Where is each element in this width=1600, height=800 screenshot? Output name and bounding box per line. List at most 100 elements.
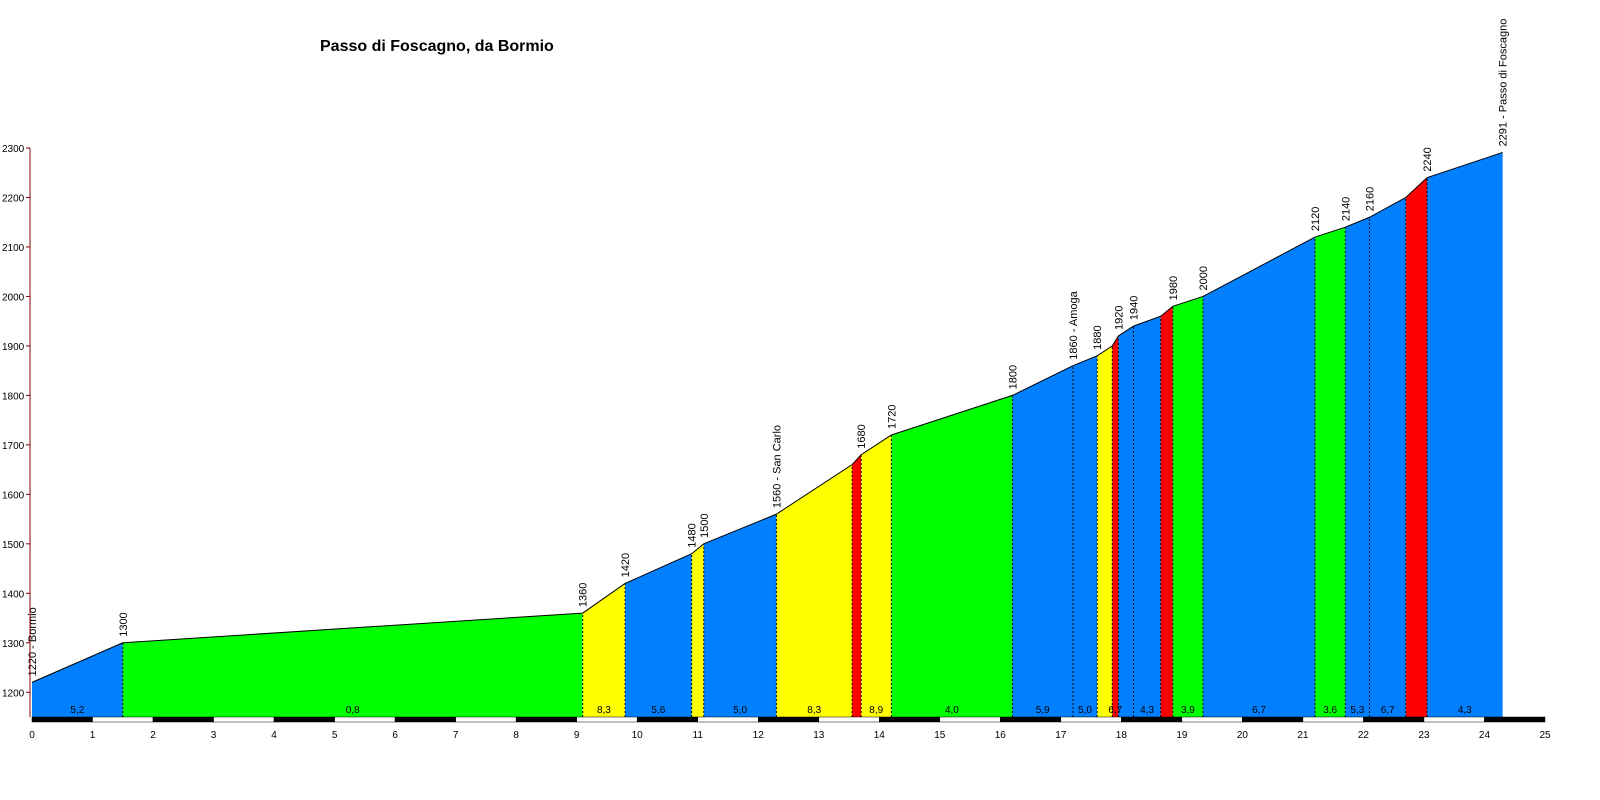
- x-tick-label: 7: [453, 730, 459, 741]
- x-tick-label: 22: [1358, 730, 1370, 741]
- gradient-label: 5,6: [651, 705, 665, 716]
- segment-yellow: [691, 543, 704, 717]
- y-tick-label: 2300: [2, 144, 25, 155]
- segment-blue: [1345, 217, 1370, 717]
- segment-dividers-layer: [122, 177, 1428, 717]
- y-tick-label: 2000: [2, 292, 25, 303]
- gradient-label: 5,3: [1350, 705, 1364, 716]
- segment-green: [1315, 227, 1346, 717]
- segment-yellow: [776, 464, 853, 717]
- km-bar-segment: [273, 716, 335, 723]
- altitude-label: 2000: [1198, 266, 1210, 290]
- km-bar-segment: [697, 716, 759, 723]
- gradient-label: 5,2: [70, 705, 84, 716]
- segment-blue: [1426, 152, 1503, 717]
- km-bar-segment: [1181, 716, 1243, 723]
- altitude-label: 1680: [856, 424, 868, 448]
- segment-red: [1405, 177, 1427, 717]
- gradient-label: 3,6: [1323, 705, 1337, 716]
- km-bar-segment: [636, 716, 698, 723]
- km-bar-segment: [939, 716, 1001, 723]
- altitude-label: 2291 - Passo di Foscagno: [1498, 19, 1510, 147]
- gradient-label: 0,8: [346, 705, 360, 716]
- segment-blue: [1203, 237, 1316, 718]
- altitude-label: 1420: [620, 553, 632, 577]
- y-tick-label: 2200: [2, 193, 25, 204]
- x-tick-label: 3: [211, 730, 217, 741]
- x-tick-label: 12: [753, 730, 765, 741]
- km-bar-segment: [1242, 716, 1304, 723]
- x-tick-label: 4: [271, 730, 277, 741]
- y-tick-label: 1600: [2, 490, 25, 501]
- segment-blue: [703, 514, 777, 717]
- altitude-label: 1300: [118, 612, 130, 636]
- segment-blue: [625, 553, 692, 717]
- gradient-label: 8,3: [597, 705, 611, 716]
- km-bar-segment: [1000, 716, 1062, 723]
- altitude-label: 1980: [1168, 276, 1180, 300]
- altitude-label: 1220 - Bormio: [27, 607, 39, 676]
- y-tick-label: 2100: [2, 243, 25, 254]
- km-bar-segment: [334, 716, 396, 723]
- y-tick-label: 1300: [2, 639, 25, 650]
- x-tick-label: 6: [392, 730, 398, 741]
- km-bar-segment: [757, 716, 820, 723]
- x-tick-label: 24: [1479, 730, 1491, 741]
- gradient-label: 3,9: [1181, 705, 1195, 716]
- km-bar-segment: [818, 716, 880, 723]
- gradient-label: 4,3: [1140, 705, 1154, 716]
- km-bar-segment: [1302, 716, 1364, 723]
- segment-green: [1172, 296, 1204, 717]
- gradient-label: 5,0: [733, 705, 747, 716]
- altitude-label: 1360: [578, 583, 590, 607]
- segment-blue: [1133, 316, 1161, 717]
- km-bar-segment: [576, 716, 638, 723]
- segment-green: [122, 613, 583, 717]
- gradient-labels-layer: 5,2 0,8 8,3 5,6 5,0 8,3 8,9 4,0 5,9 5,0 6,7 4,3 3,9 6…: [70, 705, 1472, 716]
- segment-red: [1160, 306, 1173, 717]
- x-tick-label: 8: [513, 730, 519, 741]
- km-bar-segment: [1060, 716, 1122, 723]
- altitude-label: 1560 - San Carlo: [771, 425, 783, 508]
- altitude-label: 1800: [1007, 365, 1019, 389]
- segment-blue: [32, 642, 123, 717]
- km-bar-segment: [1363, 716, 1425, 723]
- x-tick-label: 9: [574, 730, 580, 741]
- altitude-label: 1940: [1128, 296, 1140, 320]
- gradient-label: 8,9: [869, 705, 883, 716]
- segment-yellow: [861, 434, 892, 717]
- x-tick-label: 2: [150, 730, 156, 741]
- segment-blue: [1118, 326, 1134, 717]
- profile-fill-layer: [32, 152, 1503, 718]
- x-tick-label: 13: [813, 730, 825, 741]
- km-bar-segment: [1121, 716, 1183, 723]
- x-tick-label: 11: [693, 730, 704, 741]
- segment-yellow: [1097, 345, 1113, 717]
- x-tick-label: 19: [1176, 730, 1188, 741]
- altitude-label: 1880: [1092, 325, 1104, 349]
- x-tick-label: 18: [1116, 730, 1128, 741]
- x-tick-label: 20: [1237, 730, 1249, 741]
- x-tick-label: 25: [1539, 730, 1551, 741]
- altitude-label: 1920: [1113, 306, 1125, 330]
- gradient-label: 6,7: [1108, 705, 1122, 716]
- gradient-label: 5,0: [1078, 705, 1092, 716]
- segment-blue: [1012, 365, 1073, 717]
- y-axis: 1200 1300 1400 1500 1600 1700 1800 1900 2000 2100…: [2, 144, 31, 717]
- x-tick-label: 21: [1297, 730, 1309, 741]
- y-tick-label: 1500: [2, 540, 25, 551]
- altitude-label: 1720: [886, 404, 898, 428]
- x-tick-label: 5: [332, 730, 338, 741]
- km-bar-segment: [31, 716, 93, 723]
- km-bar-segment: [879, 716, 941, 723]
- y-tick-label: 1700: [2, 441, 25, 452]
- y-tick-label: 1400: [2, 589, 25, 600]
- x-tick-label: 15: [934, 730, 946, 741]
- altitude-label: 1480: [687, 523, 699, 547]
- gradient-label: 6,7: [1381, 705, 1395, 716]
- y-tick-label: 1800: [2, 391, 25, 402]
- y-tick-label: 1200: [2, 688, 25, 699]
- segment-red: [1112, 336, 1119, 717]
- km-bar-segment: [515, 716, 577, 723]
